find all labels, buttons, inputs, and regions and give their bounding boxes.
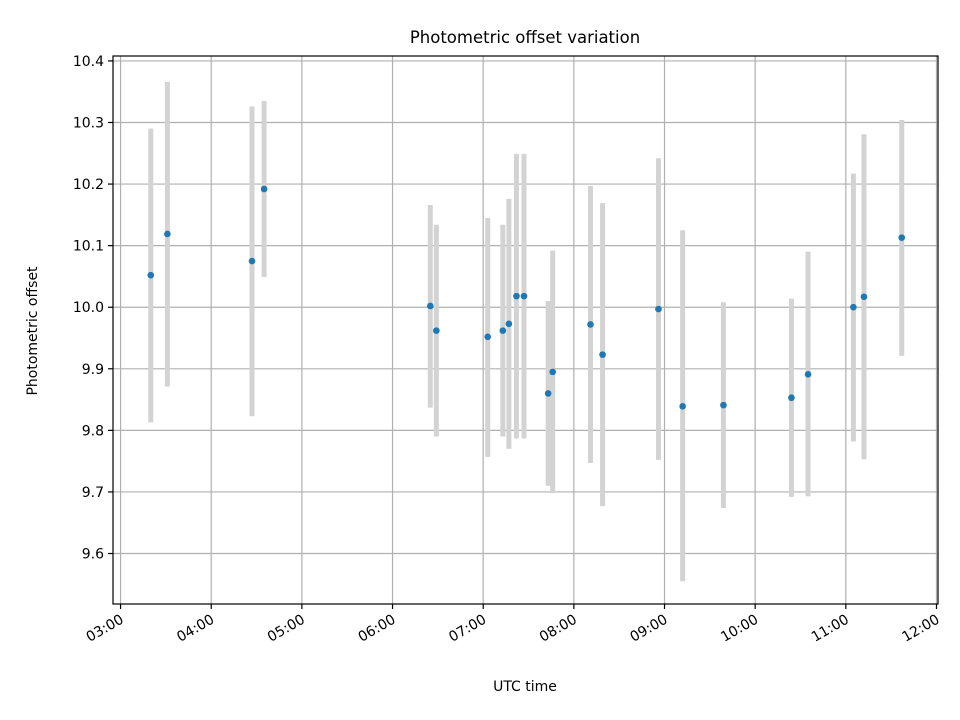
y-tick-label: 10.3: [73, 115, 104, 131]
data-point: [655, 305, 662, 313]
data-point: [427, 302, 434, 310]
data-points: [147, 185, 906, 410]
x-axis-label: UTC time: [493, 679, 557, 695]
data-point: [679, 403, 686, 410]
data-point: [147, 271, 155, 279]
data-point: [505, 320, 513, 328]
data-point: [549, 368, 556, 376]
data-point: [513, 292, 520, 300]
data-point: [720, 401, 727, 409]
y-tick-label: 9.9: [82, 362, 104, 378]
y-tick-label: 10.2: [73, 177, 104, 193]
y-tick-label: 10.0: [73, 300, 104, 316]
data-point: [544, 390, 552, 397]
data-point: [599, 351, 606, 358]
chart-title: Photometric offset variation: [410, 28, 640, 47]
data-point: [260, 185, 268, 193]
y-tick-label: 10.4: [73, 54, 104, 70]
y-tick-label: 9.6: [82, 547, 104, 563]
data-point: [860, 293, 868, 301]
data-point: [499, 327, 507, 334]
data-point: [164, 230, 171, 238]
data-point: [520, 292, 528, 300]
data-point: [804, 371, 812, 378]
y-tick-label: 9.8: [82, 423, 104, 439]
data-point: [898, 234, 906, 241]
grid-lines: [113, 56, 938, 604]
axes-frame: [112, 55, 939, 605]
data-point: [850, 303, 857, 311]
data-point: [587, 321, 594, 328]
data-point: [484, 333, 492, 341]
y-tick-label: 9.7: [82, 485, 104, 501]
data-point: [433, 327, 440, 334]
data-point: [248, 257, 256, 265]
y-axis-label: Photometric offset: [25, 266, 41, 396]
y-axis-ticks: 9.6 9.7 9.8 9.9 10.0 10.1 10.2 10.3 10.4: [73, 54, 113, 563]
y-tick-label: 10.1: [73, 239, 104, 255]
data-point: [788, 394, 795, 402]
